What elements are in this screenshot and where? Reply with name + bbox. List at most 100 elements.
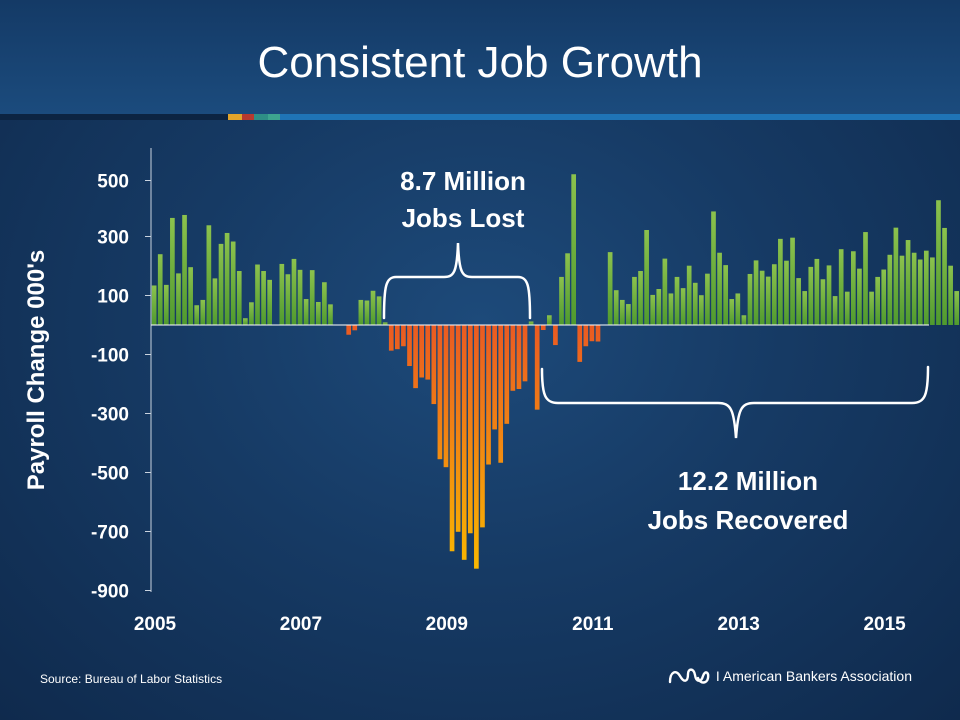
bar-loss [534,325,540,410]
bar-gain [619,299,625,325]
stripe-teal [254,114,268,120]
bar-gain [930,257,935,325]
bar-gain [261,271,266,325]
jobs-recovered-line1: 12.2 Million [678,466,818,496]
aba-logo: I American Bankers Association [668,664,912,688]
bar-gain [820,279,826,325]
bar-gain [650,294,656,325]
bar-gain [905,240,911,325]
slide-title: Consistent Job Growth [257,38,703,87]
bar-gain [291,258,297,325]
bar-gain [328,304,333,325]
x-tick-label: 2011 [572,614,614,635]
bar-loss [492,325,497,430]
bars-group [151,174,960,569]
bar-gain [249,302,254,325]
bar-gain [662,258,668,326]
bar-gain [699,295,704,325]
bar-loss [401,325,406,347]
bar-loss [407,325,412,366]
bar-loss [352,325,358,331]
bar-loss [425,325,431,380]
bar-gain [881,269,887,325]
y-tick-label: -500 [91,464,129,485]
bar-gain [832,296,838,325]
stripe-gold [228,114,242,120]
bar-loss [461,325,467,560]
bar-loss [504,325,510,424]
bar-gain [729,299,735,325]
bar-gain [899,255,905,326]
y-tick-label: -300 [91,405,129,426]
x-tick-label: 2015 [863,614,906,635]
y-tick-label: -900 [91,582,129,603]
bar-loss [577,325,583,362]
bar-gain [857,268,862,325]
bar-gain [686,265,692,325]
bar-gain [656,289,662,325]
bar-gain [218,243,224,326]
bar-gain [765,276,771,325]
bar-gain [954,291,960,325]
bar-gain [923,250,929,325]
bar-gain [808,266,814,325]
jobs-lost-line2: Jobs Lost [402,203,525,233]
bar-gain [607,252,613,325]
title-band [0,0,960,114]
bar-gain [692,282,698,325]
bar-loss [583,325,589,347]
x-tick-label: 2009 [426,614,468,635]
bar-loss [419,325,424,378]
x-tick-label: 2007 [280,614,322,635]
bar-gain [790,237,795,325]
bar-gain [613,290,619,325]
stripe-red [242,114,254,120]
bar-loss [553,325,558,346]
bar-gain [796,278,801,325]
bar-gain [236,271,242,325]
bar-gain [194,305,200,326]
y-tick-label: -100 [91,346,129,367]
bar-gain [917,259,923,325]
bar-loss [346,325,352,335]
bar-gain [157,254,163,325]
bar-gain [723,265,728,325]
jobs-lost-line1: 8.7 Million [400,166,526,196]
bar-gain [753,260,759,325]
bar-gain [163,284,169,325]
bar-gain [571,174,576,325]
bar-loss [437,325,443,460]
bar-gain [297,269,303,325]
bar-gain [911,252,917,325]
bar-gain [267,279,272,325]
bar-gain [887,254,893,325]
bar-gain [370,290,376,325]
bar-gain [844,291,850,326]
bar-gain [626,304,631,326]
bar-gain [875,276,880,326]
y-tick-label: 300 [97,228,129,249]
bar-gain [771,264,777,325]
bar-gain [802,291,808,325]
bar-loss [595,325,601,342]
bar-loss [449,325,455,552]
bar-loss [413,325,418,389]
bar-gain [942,227,947,325]
bar-loss [522,325,528,382]
bar-gain [176,273,181,326]
source-note: Source: Bureau of Labor Statistics [40,672,223,686]
bar-gain [936,200,941,325]
bar-gain [303,299,309,325]
bar-gain [784,260,789,325]
bar-gain [528,321,534,325]
y-tick-label: 500 [97,172,129,193]
bar-gain [182,214,187,325]
bar-loss [498,325,504,463]
bar-loss [467,325,473,534]
bar-gain [838,249,844,325]
bar-loss [395,325,400,350]
bar-gain [212,278,218,325]
bar-gain [559,276,564,326]
bar-gain [747,273,753,325]
bar-gain [668,293,674,325]
